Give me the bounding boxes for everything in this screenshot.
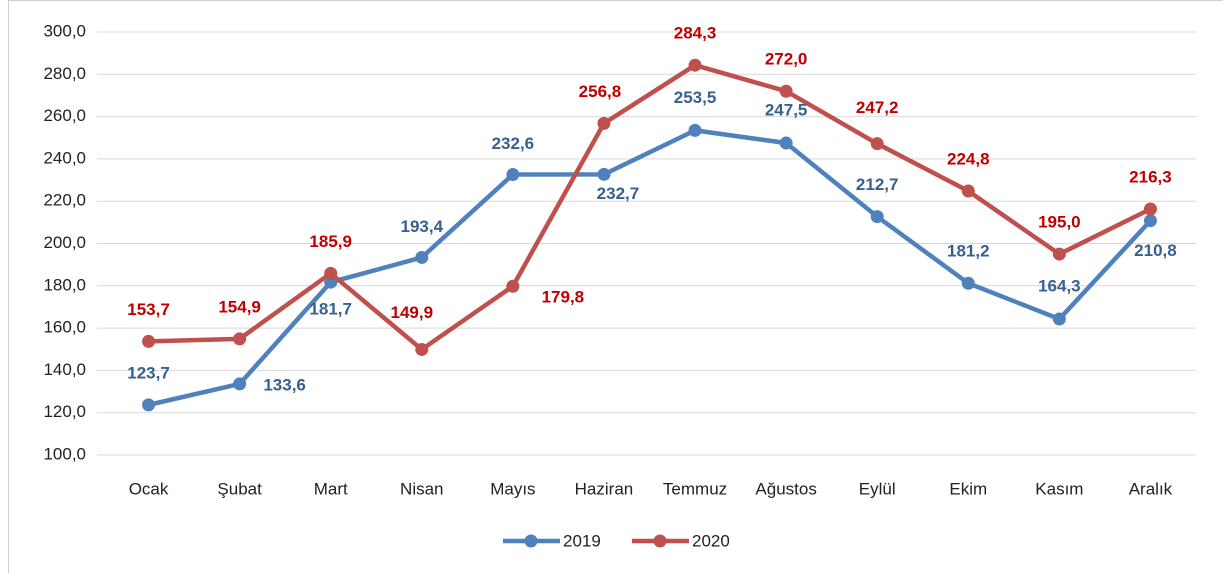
data-label: 185,9 bbox=[309, 232, 352, 251]
data-label: 284,3 bbox=[674, 24, 717, 43]
data-label: 247,5 bbox=[765, 101, 808, 120]
legend-marker bbox=[524, 534, 538, 548]
data-label: 256,8 bbox=[579, 82, 622, 101]
point-marker bbox=[688, 58, 702, 72]
data-label: 133,6 bbox=[263, 375, 306, 394]
data-label: 193,4 bbox=[401, 217, 444, 236]
x-tick-label: Haziran bbox=[575, 479, 634, 498]
data-label: 210,8 bbox=[1134, 241, 1177, 260]
y-tick-label: 120,0 bbox=[43, 402, 86, 421]
x-tick-label: Eylül bbox=[859, 479, 896, 498]
point-marker bbox=[415, 250, 429, 264]
point-marker bbox=[1052, 312, 1066, 326]
data-label: 253,5 bbox=[674, 88, 717, 107]
x-tick-label: Ağustos bbox=[755, 479, 816, 498]
data-label: 272,0 bbox=[765, 50, 808, 69]
data-label: 232,7 bbox=[597, 184, 640, 203]
legend-marker bbox=[653, 534, 667, 548]
point-marker bbox=[142, 398, 156, 412]
legend-label: 2020 bbox=[692, 531, 730, 550]
point-marker bbox=[597, 167, 611, 181]
point-marker bbox=[961, 276, 975, 290]
x-tick-label: Aralık bbox=[1129, 479, 1173, 498]
point-marker bbox=[870, 210, 884, 224]
legend-label: 2019 bbox=[563, 531, 601, 550]
data-label: 232,6 bbox=[492, 134, 535, 153]
data-label: 216,3 bbox=[1129, 168, 1172, 187]
data-label: 212,7 bbox=[856, 175, 899, 194]
x-tick-label: Mart bbox=[314, 479, 348, 498]
point-marker bbox=[779, 84, 793, 98]
x-tick-label: Kasım bbox=[1035, 479, 1083, 498]
x-tick-label: Temmuz bbox=[663, 479, 727, 498]
x-tick-label: Ekim bbox=[949, 479, 987, 498]
point-marker bbox=[688, 123, 702, 137]
point-marker bbox=[142, 334, 156, 348]
x-tick-label: Mayıs bbox=[490, 479, 535, 498]
data-label: 181,2 bbox=[947, 242, 990, 261]
data-label: 153,7 bbox=[127, 300, 170, 319]
x-tick-label: Ocak bbox=[129, 479, 169, 498]
point-marker bbox=[506, 168, 520, 182]
y-tick-label: 100,0 bbox=[43, 444, 86, 463]
data-label: 181,7 bbox=[309, 300, 352, 319]
point-marker bbox=[779, 136, 793, 150]
point-marker bbox=[233, 377, 247, 391]
y-tick-label: 200,0 bbox=[43, 233, 86, 252]
data-label: 247,2 bbox=[856, 98, 899, 117]
data-label: 149,9 bbox=[391, 303, 434, 322]
y-tick-label: 140,0 bbox=[43, 360, 86, 379]
point-marker bbox=[961, 184, 975, 198]
y-tick-label: 220,0 bbox=[43, 191, 86, 210]
point-marker bbox=[597, 116, 611, 130]
series-line bbox=[148, 62, 1152, 352]
x-tick-label: Nisan bbox=[400, 479, 443, 498]
y-tick-label: 300,0 bbox=[43, 21, 86, 40]
data-label: 123,7 bbox=[127, 363, 170, 382]
y-tick-label: 180,0 bbox=[43, 275, 86, 294]
x-tick-label: Şubat bbox=[217, 479, 262, 498]
y-tick-label: 280,0 bbox=[43, 64, 86, 83]
data-label: 164,3 bbox=[1038, 276, 1081, 295]
point-marker bbox=[324, 275, 338, 289]
data-label: 224,8 bbox=[947, 150, 990, 169]
series-line bbox=[148, 128, 1153, 408]
y-tick-label: 260,0 bbox=[43, 106, 86, 125]
point-marker bbox=[1052, 247, 1066, 261]
point-marker bbox=[1143, 214, 1157, 228]
y-tick-label: 240,0 bbox=[43, 148, 86, 167]
point-marker bbox=[870, 137, 884, 151]
point-marker bbox=[1143, 202, 1157, 216]
point-marker bbox=[415, 342, 429, 356]
data-label: 195,0 bbox=[1038, 213, 1081, 232]
point-marker bbox=[324, 266, 338, 280]
point-marker bbox=[506, 279, 520, 293]
data-label: 154,9 bbox=[218, 297, 261, 316]
y-tick-label: 160,0 bbox=[43, 318, 86, 337]
point-marker bbox=[233, 332, 247, 346]
data-label: 179,8 bbox=[542, 288, 585, 307]
